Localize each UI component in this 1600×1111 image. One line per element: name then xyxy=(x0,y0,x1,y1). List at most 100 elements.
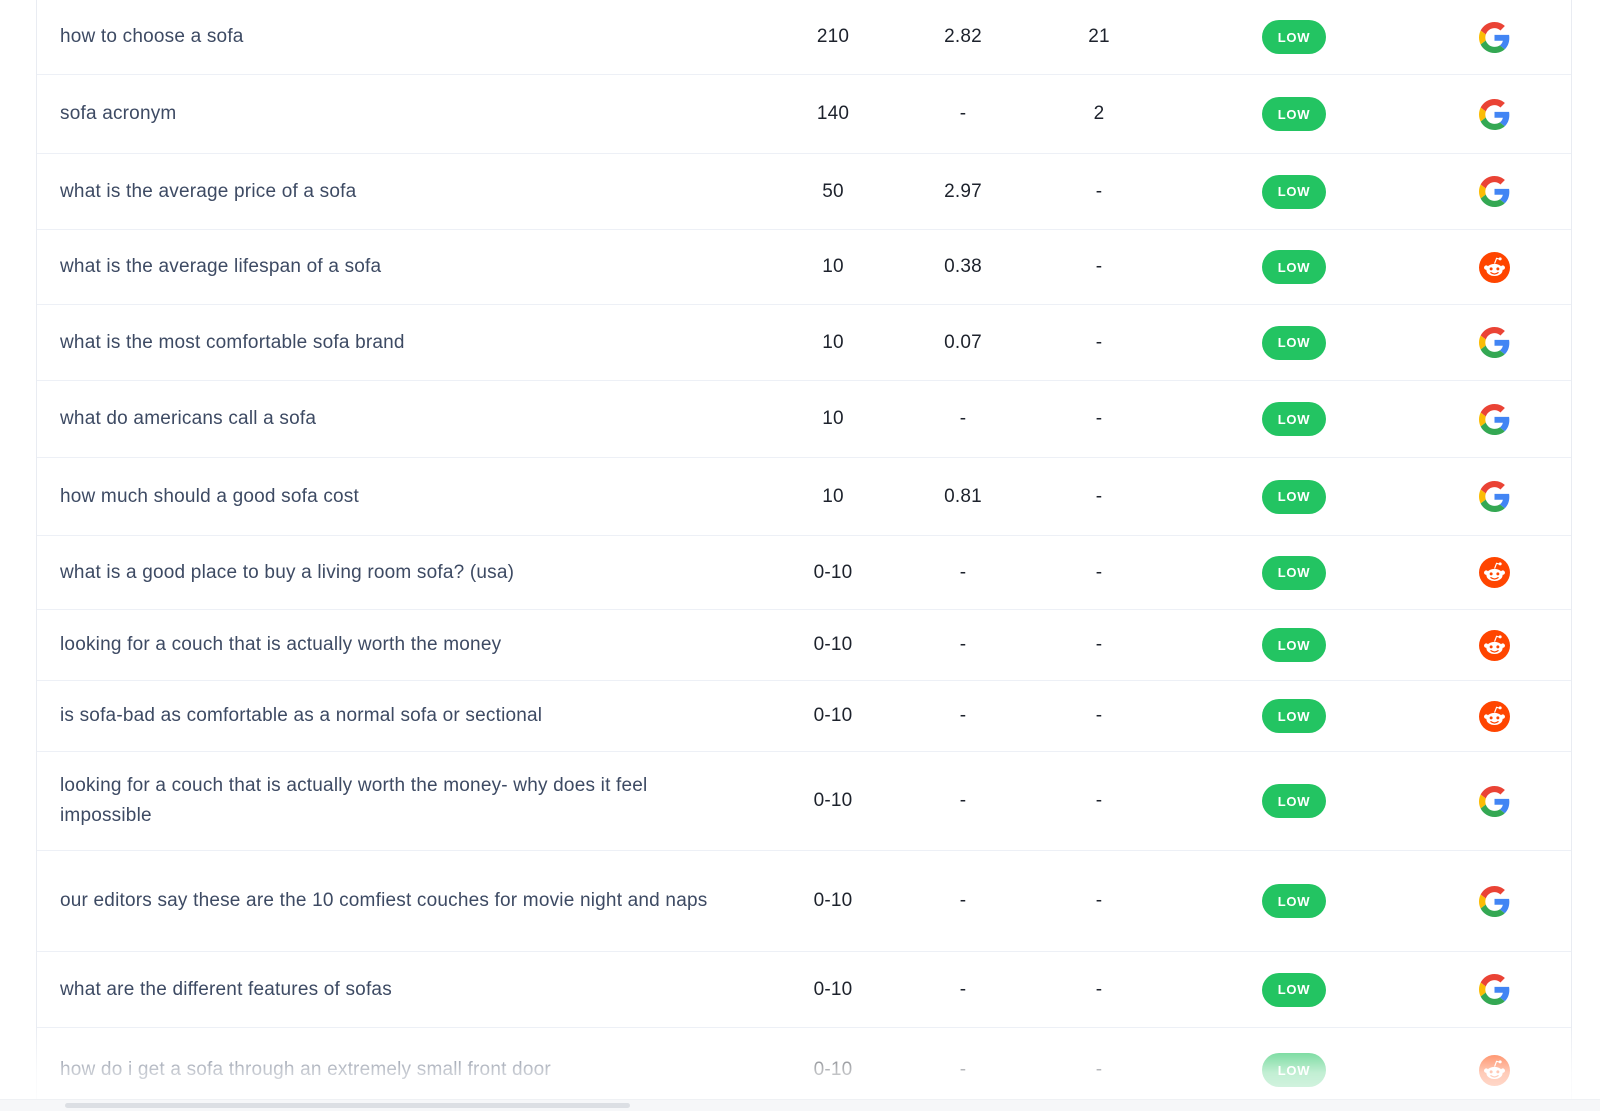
reddit-icon[interactable] xyxy=(1479,700,1510,732)
table-row[interactable]: what are the different features of sofas… xyxy=(37,952,1571,1028)
difficulty-badge: LOW xyxy=(1262,1053,1326,1087)
volume-value: 50 xyxy=(822,180,844,202)
keyword-text[interactable]: what is the most comfortable sofa brand xyxy=(60,331,405,353)
table-row[interactable]: what is a good place to buy a living roo… xyxy=(37,536,1571,610)
difficulty-badge: LOW xyxy=(1262,20,1326,54)
google-icon[interactable] xyxy=(1479,481,1510,512)
google-icon[interactable] xyxy=(1479,98,1510,130)
reddit-icon[interactable] xyxy=(1479,557,1510,588)
keyword-text[interactable]: our editors say these are the 10 comfies… xyxy=(60,890,708,911)
volume-value: 10 xyxy=(822,485,844,507)
keyword-text[interactable]: is sofa-bad as comfortable as a normal s… xyxy=(60,705,543,726)
difficulty-badge: LOW xyxy=(1262,699,1326,733)
keyword-table: how to choose a sofa 210 2.82 21 LOW sof… xyxy=(36,0,1572,1111)
third-value: - xyxy=(1095,634,1103,655)
source-cell xyxy=(1418,21,1571,53)
third-value: - xyxy=(1095,890,1103,911)
third-value: - xyxy=(1095,790,1103,811)
source-cell xyxy=(1418,1054,1571,1086)
keyword-text[interactable]: how to choose a sofa xyxy=(60,26,244,47)
google-icon[interactable] xyxy=(1479,176,1510,207)
table-row[interactable]: is sofa-bad as comfortable as a normal s… xyxy=(37,681,1571,752)
volume-value: 0-10 xyxy=(813,978,853,1000)
source-cell xyxy=(1418,98,1571,130)
third-value: 2 xyxy=(1093,103,1105,124)
third-value: - xyxy=(1095,180,1103,202)
table-row[interactable]: what do americans call a sofa 10 - - LOW xyxy=(37,381,1571,458)
reddit-icon[interactable] xyxy=(1479,629,1510,661)
third-value: 21 xyxy=(1088,26,1110,47)
cpc-value: 2.82 xyxy=(944,26,982,47)
source-cell xyxy=(1418,785,1571,817)
volume-value: 10 xyxy=(822,331,844,353)
keyword-text[interactable]: how much should a good sofa cost xyxy=(60,485,359,507)
volume-value: 0-10 xyxy=(813,890,853,911)
google-icon[interactable] xyxy=(1479,403,1510,435)
difficulty-badge: LOW xyxy=(1262,402,1326,436)
third-value: - xyxy=(1095,408,1103,429)
table-row[interactable]: what is the most comfortable sofa brand … xyxy=(37,305,1571,381)
source-cell xyxy=(1418,403,1571,435)
third-value: - xyxy=(1095,485,1103,507)
table-row[interactable]: how much should a good sofa cost 10 0.81… xyxy=(37,458,1571,536)
keyword-text[interactable]: what is the average price of a sofa xyxy=(60,180,357,202)
keyword-text[interactable]: what is the average lifespan of a sofa xyxy=(60,256,382,277)
difficulty-badge: LOW xyxy=(1262,174,1326,209)
third-value: - xyxy=(1095,331,1103,353)
difficulty-badge: LOW xyxy=(1262,972,1326,1007)
difficulty-badge: LOW xyxy=(1262,479,1326,514)
third-value: - xyxy=(1095,978,1103,1000)
third-value: - xyxy=(1095,1059,1103,1080)
cpc-value: 0.81 xyxy=(944,485,982,507)
cpc-value: - xyxy=(959,634,967,655)
difficulty-badge: LOW xyxy=(1262,555,1326,590)
keyword-text[interactable]: looking for a couch that is actually wor… xyxy=(60,775,648,826)
source-cell xyxy=(1418,974,1571,1005)
difficulty-badge: LOW xyxy=(1262,97,1326,131)
volume-value: 140 xyxy=(816,103,850,124)
source-cell xyxy=(1418,700,1571,732)
keyword-text[interactable]: what is a good place to buy a living roo… xyxy=(60,561,515,583)
keyword-text[interactable]: what are the different features of sofas xyxy=(60,978,392,1000)
source-cell xyxy=(1418,176,1571,207)
third-value: - xyxy=(1095,561,1103,583)
third-value: - xyxy=(1095,705,1103,726)
difficulty-badge: LOW xyxy=(1262,784,1326,818)
table-row[interactable]: how to choose a sofa 210 2.82 21 LOW xyxy=(37,0,1571,75)
table-row[interactable]: what is the average price of a sofa 50 2… xyxy=(37,154,1571,230)
keyword-text[interactable]: how do i get a sofa through an extremely… xyxy=(60,1059,551,1080)
google-icon[interactable] xyxy=(1479,885,1510,917)
google-icon[interactable] xyxy=(1479,785,1510,817)
volume-value: 10 xyxy=(822,256,844,277)
keyword-text[interactable]: looking for a couch that is actually wor… xyxy=(60,634,502,655)
reddit-icon[interactable] xyxy=(1479,251,1510,283)
third-value: - xyxy=(1095,256,1103,277)
cpc-value: - xyxy=(959,790,967,811)
cpc-value: 0.38 xyxy=(944,256,982,277)
table-row[interactable]: sofa acronym 140 - 2 LOW xyxy=(37,75,1571,154)
volume-value: 210 xyxy=(816,26,850,47)
table-row[interactable]: what is the average lifespan of a sofa 1… xyxy=(37,230,1571,305)
keyword-text[interactable]: what do americans call a sofa xyxy=(60,408,317,429)
cpc-value: 2.97 xyxy=(944,180,982,202)
difficulty-badge: LOW xyxy=(1262,884,1326,918)
table-row[interactable]: our editors say these are the 10 comfies… xyxy=(37,851,1571,952)
difficulty-badge: LOW xyxy=(1262,250,1326,284)
source-cell xyxy=(1418,557,1571,588)
volume-value: 0-10 xyxy=(813,790,853,811)
google-icon[interactable] xyxy=(1479,21,1510,53)
cpc-value: - xyxy=(959,1059,967,1080)
reddit-icon[interactable] xyxy=(1479,1054,1510,1086)
horizontal-scrollbar-thumb[interactable] xyxy=(65,1103,630,1108)
google-icon[interactable] xyxy=(1479,974,1510,1005)
table-row[interactable]: looking for a couch that is actually wor… xyxy=(37,752,1571,851)
source-cell xyxy=(1418,481,1571,512)
difficulty-badge: LOW xyxy=(1262,325,1326,360)
volume-value: 10 xyxy=(822,408,844,429)
horizontal-scrollbar-track[interactable] xyxy=(0,1099,1600,1111)
google-icon[interactable] xyxy=(1479,327,1510,358)
table-row[interactable]: looking for a couch that is actually wor… xyxy=(37,610,1571,681)
keyword-text[interactable]: sofa acronym xyxy=(60,103,177,124)
cpc-value: - xyxy=(959,705,967,726)
cpc-value: - xyxy=(959,561,967,583)
